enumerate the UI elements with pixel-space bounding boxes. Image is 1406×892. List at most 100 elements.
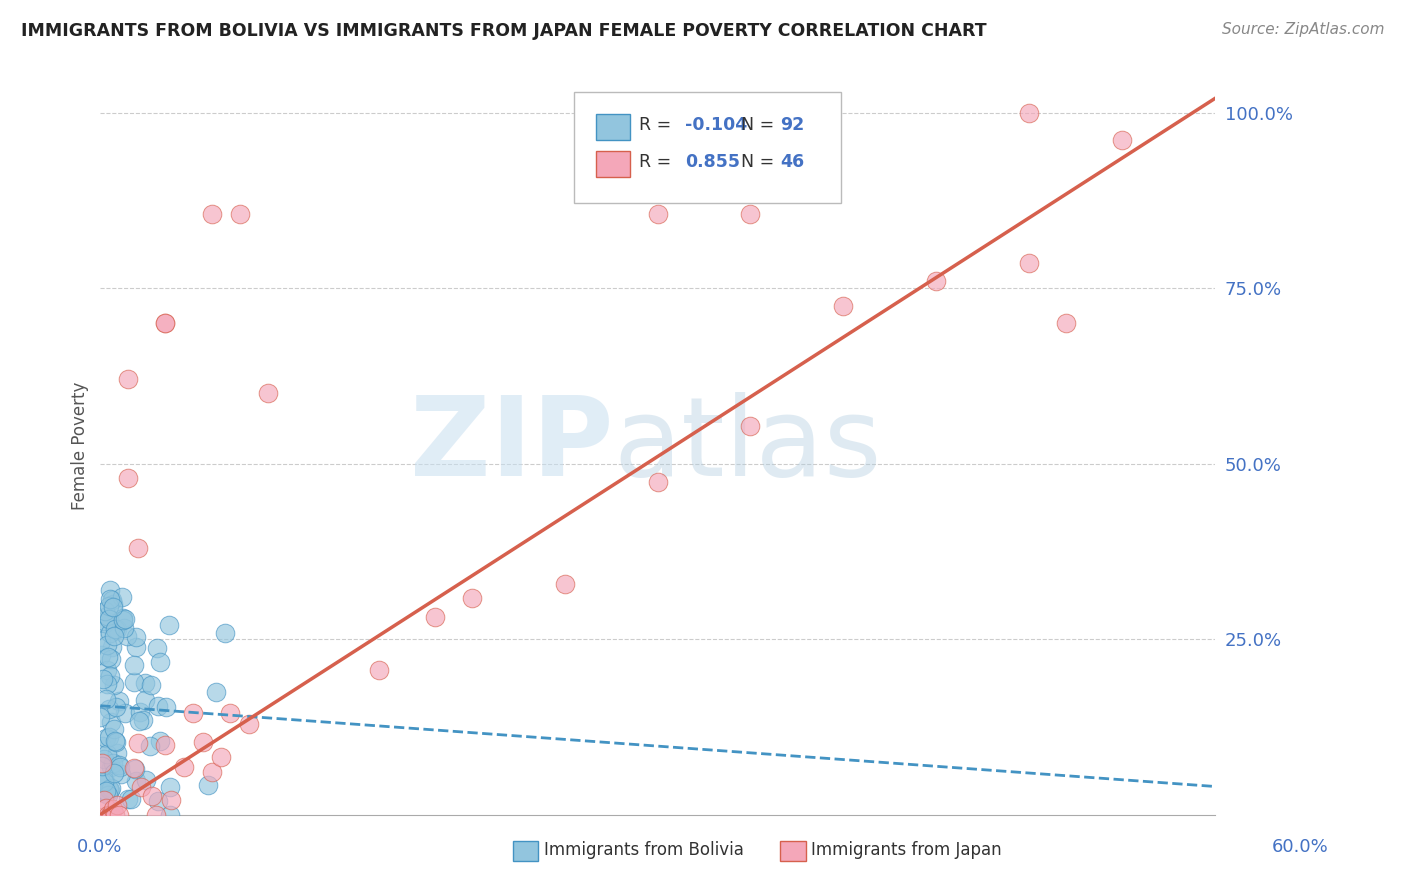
- Point: [90, 648, 112, 663]
- Text: -0.104: -0.104: [686, 116, 748, 135]
- Point: [104, 622, 127, 636]
- Point: [832, 299, 855, 313]
- Point: [94, 801, 117, 815]
- Point: [159, 807, 181, 822]
- Point: [103, 597, 125, 611]
- Point: [104, 734, 127, 748]
- Point: [90, 633, 112, 648]
- Point: [104, 807, 127, 822]
- Point: [93, 786, 115, 800]
- Point: [111, 590, 134, 604]
- Point: [105, 798, 128, 813]
- Point: [120, 792, 142, 806]
- Point: [124, 762, 146, 776]
- Point: [925, 274, 948, 288]
- Point: [201, 764, 224, 779]
- Point: [103, 678, 125, 692]
- Point: [647, 475, 669, 490]
- Point: [105, 746, 128, 760]
- Point: [129, 780, 152, 794]
- Point: [111, 611, 134, 625]
- Point: [104, 735, 127, 749]
- Point: [97, 731, 120, 745]
- Point: [160, 793, 183, 807]
- Point: [122, 657, 145, 672]
- Text: IMMIGRANTS FROM BOLIVIA VS IMMIGRANTS FROM JAPAN FEMALE POVERTY CORRELATION CHAR: IMMIGRANTS FROM BOLIVIA VS IMMIGRANTS FR…: [21, 22, 987, 40]
- Text: N =: N =: [741, 153, 780, 171]
- Point: [205, 685, 228, 699]
- Point: [125, 773, 148, 788]
- Point: [93, 774, 115, 789]
- Point: [97, 649, 120, 664]
- Point: [108, 758, 131, 772]
- Point: [91, 739, 114, 753]
- Point: [155, 699, 177, 714]
- Point: [98, 599, 121, 613]
- Point: [101, 599, 124, 614]
- Point: [101, 640, 124, 654]
- Point: [157, 618, 180, 632]
- Point: [122, 761, 145, 775]
- Point: [554, 577, 576, 591]
- Point: [94, 783, 117, 797]
- FancyBboxPatch shape: [574, 92, 842, 202]
- Point: [117, 470, 139, 484]
- Point: [146, 640, 169, 655]
- Point: [128, 714, 150, 728]
- Point: [98, 582, 121, 597]
- Point: [181, 706, 204, 721]
- Text: 0.855: 0.855: [686, 153, 741, 171]
- Text: 92: 92: [780, 116, 804, 135]
- Point: [139, 739, 162, 754]
- Point: [93, 793, 115, 807]
- Point: [134, 693, 156, 707]
- Point: [96, 747, 118, 762]
- Point: [114, 706, 136, 720]
- Point: [117, 629, 139, 643]
- Point: [1018, 105, 1040, 120]
- Text: N =: N =: [741, 116, 780, 135]
- Point: [98, 592, 121, 607]
- Text: R =: R =: [638, 116, 676, 135]
- Point: [228, 207, 250, 221]
- Point: [201, 207, 224, 221]
- Point: [173, 759, 195, 773]
- Point: [132, 714, 155, 728]
- Point: [91, 672, 114, 686]
- Point: [96, 608, 118, 623]
- Point: [125, 640, 148, 655]
- Point: [129, 705, 152, 719]
- Point: [103, 766, 125, 780]
- Text: Source: ZipAtlas.com: Source: ZipAtlas.com: [1222, 22, 1385, 37]
- Point: [93, 752, 115, 766]
- Point: [146, 794, 169, 808]
- Point: [238, 716, 260, 731]
- Point: [94, 731, 117, 745]
- Point: [100, 759, 122, 773]
- Point: [98, 669, 121, 683]
- Point: [94, 615, 117, 630]
- Point: [647, 207, 669, 221]
- Text: atlas: atlas: [613, 392, 882, 500]
- Point: [91, 759, 114, 773]
- Point: [139, 678, 162, 692]
- Point: [209, 750, 232, 764]
- Point: [256, 386, 278, 401]
- Y-axis label: Female Poverty: Female Poverty: [72, 382, 89, 510]
- Point: [89, 710, 111, 724]
- Text: 60.0%: 60.0%: [1272, 838, 1329, 856]
- Point: [114, 612, 136, 626]
- Point: [141, 789, 163, 804]
- Point: [110, 760, 132, 774]
- Point: [103, 629, 125, 643]
- Point: [191, 735, 214, 749]
- Point: [155, 738, 177, 752]
- Point: [108, 694, 131, 708]
- Point: [98, 807, 121, 822]
- Point: [100, 652, 122, 666]
- Point: [94, 692, 117, 706]
- Point: [146, 699, 169, 714]
- Point: [740, 207, 762, 221]
- Point: [101, 756, 124, 770]
- Point: [101, 592, 124, 607]
